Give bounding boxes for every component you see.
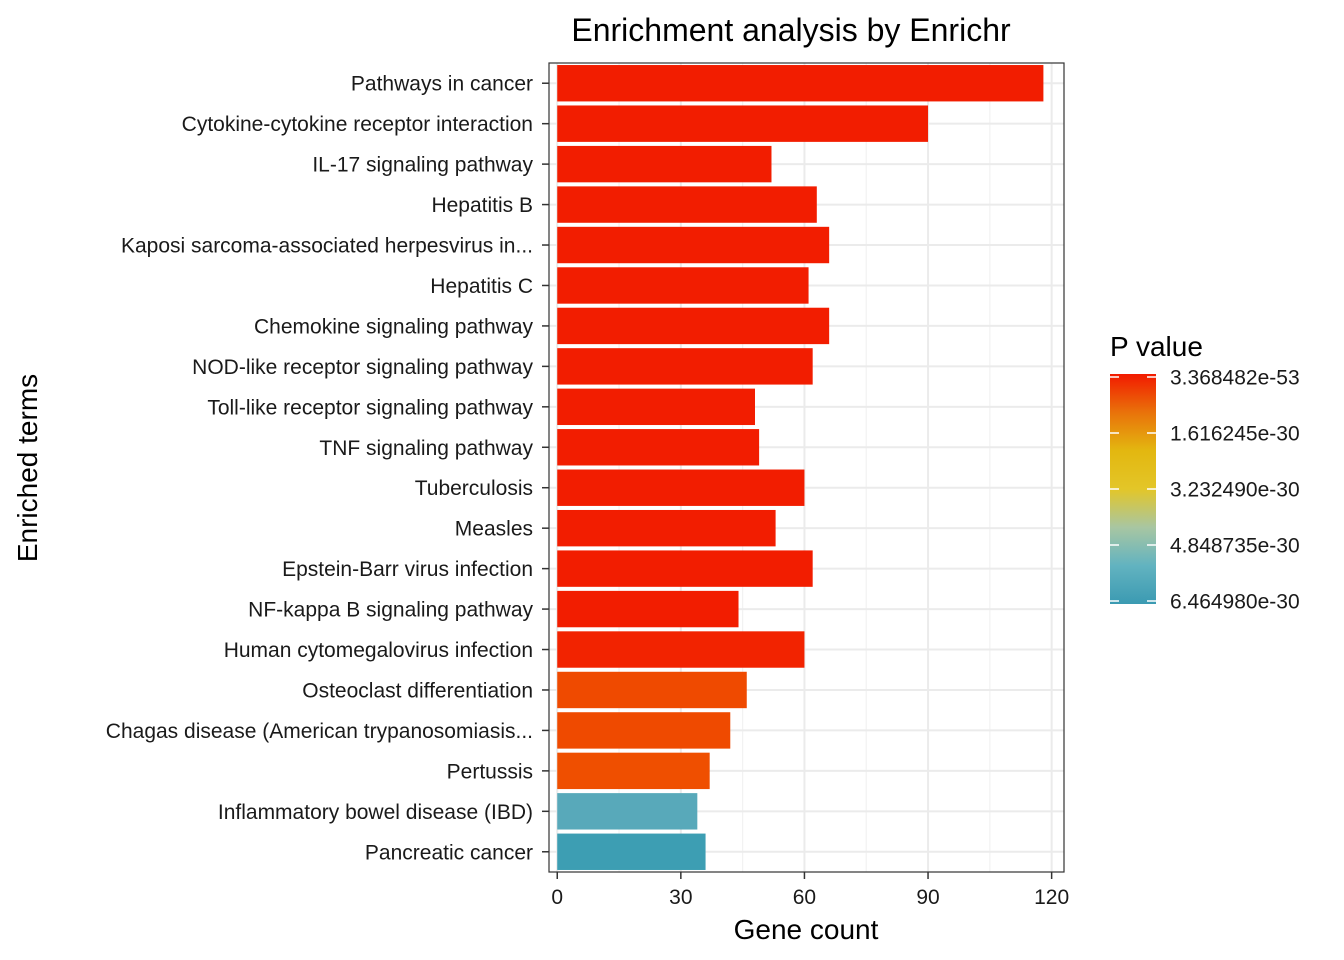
panel-background [549,63,1064,872]
bar [557,388,755,426]
legend-label: 6.464980e-30 [1170,591,1300,614]
y-tick-label: Kaposi sarcoma-associated herpesvirus in… [121,235,533,258]
y-tick-label: Pancreatic cancer [365,841,533,864]
x-axis-title: Gene count [734,914,879,945]
bar [557,65,1044,102]
plot-panel [548,62,1065,873]
y-axis-title: Enriched terms [12,374,43,562]
bar [557,833,706,870]
bar [557,267,809,304]
x-axis: 0 30 60 90 120 [551,872,1069,909]
bar [557,509,776,547]
legend-label: 3.368482e-53 [1170,367,1300,390]
legend-label: 3.232490e-30 [1170,479,1300,502]
bar [557,186,817,223]
y-tick-label: Hepatitis C [430,275,533,298]
y-tick-label: Tuberculosis [415,477,533,500]
y-tick-label: Toll-like receptor signaling pathway [207,396,533,419]
bar [557,145,772,183]
y-tick-label: NOD-like receptor signaling pathway [192,356,533,379]
legend: P value 3.368482e-53 1.616245e-30 3.232490… [1110,331,1300,614]
bar [557,348,813,385]
bar [557,631,805,668]
y-tick-label: Hepatitis B [431,194,533,217]
legend-label: 4.848735e-30 [1170,535,1300,558]
bar [557,590,739,628]
bar [557,793,698,830]
x-tick-label: 30 [669,886,692,909]
bars [557,65,1044,870]
bar [557,712,731,749]
bar [557,550,813,587]
y-tick-label: Chemokine signaling pathway [254,315,533,338]
y-tick-label: Chagas disease (American trypanosomiasis… [106,720,533,743]
bar [557,469,805,506]
y-tick-label: NF-kappa B signaling pathway [248,599,533,622]
bar [557,671,747,709]
y-tick-label: Cytokine-cytokine receptor interaction [182,113,533,136]
x-tick-label: 0 [551,886,563,909]
y-tick-label: Epstein-Barr virus infection [282,558,533,581]
x-tick-label: 120 [1034,886,1069,909]
legend-ticks: 3.368482e-53 1.616245e-30 3.232490e-30 4.84… [1110,367,1300,614]
bar [557,307,830,345]
bar [557,105,929,142]
bar [557,226,830,264]
y-tick-label: Human cytomegalovirus infection [224,639,533,662]
legend-title: P value [1110,331,1203,362]
y-tick-label: Inflammatory bowel disease (IBD) [218,801,533,824]
y-tick-label: Pertussis [447,760,533,783]
y-tick-label: Osteoclast differentiation [302,679,533,702]
y-tick-label: IL-17 signaling pathway [312,154,533,177]
y-tick-label: TNF signaling pathway [319,437,533,460]
x-tick-label: 60 [793,886,816,909]
y-axis: Pathways in cancer Cytokine-cytokine rece… [106,73,549,864]
bar [557,752,710,790]
legend-label: 1.616245e-30 [1170,423,1300,446]
y-tick-label: Pathways in cancer [351,73,533,96]
bar [557,429,760,466]
panel-border [548,62,1065,873]
x-tick-label: 90 [916,886,939,909]
chart-title: Enrichment analysis by Enrichr [571,12,1011,48]
y-tick-label: Measles [455,518,533,541]
